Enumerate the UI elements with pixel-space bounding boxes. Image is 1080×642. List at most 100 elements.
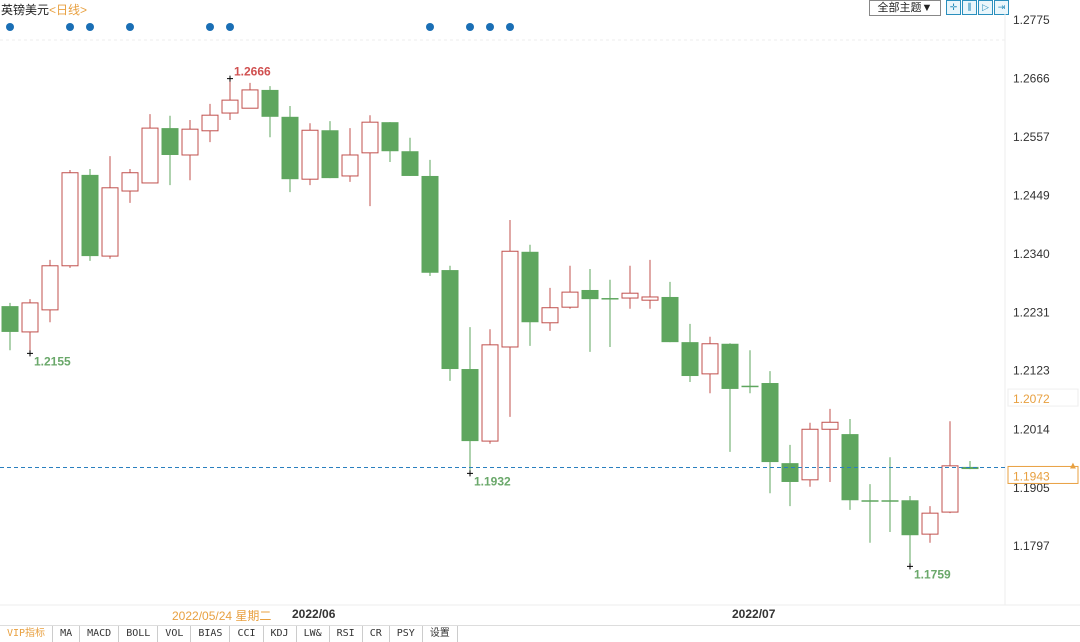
y-tick-label: 1.1797 — [1013, 539, 1050, 553]
event-dot — [506, 23, 514, 31]
candle-body-up — [61, 172, 79, 267]
y-tick-label: 1.2340 — [1013, 247, 1050, 261]
zoom-in-icon[interactable]: ⫼ — [962, 0, 977, 15]
indicator-tabs: VIP指标 MA MACD BOLL VOL BIAS CCI KDJ LW& RSI CR PSY 设… — [0, 625, 1080, 642]
high-marker — [227, 75, 233, 82]
period-selector[interactable]: <日线> — [49, 3, 88, 17]
candle-body-down — [781, 463, 799, 482]
y-tick-label: 1.2123 — [1013, 364, 1050, 378]
low-marker — [907, 563, 913, 570]
play-icon[interactable]: ▷ — [978, 0, 993, 15]
candle-body-down — [161, 128, 179, 155]
y-tick-label: 1.2014 — [1013, 422, 1050, 436]
crosshair-icon[interactable]: ✛ — [946, 0, 961, 15]
y-tick-label: 1.2557 — [1013, 130, 1050, 144]
candle-body-up — [541, 307, 559, 324]
candle-body-down — [261, 89, 279, 117]
indicator-tab[interactable]: LW& — [297, 626, 330, 642]
candle-body-up — [181, 128, 199, 156]
candle-body-down — [521, 251, 539, 323]
candle-body-down — [381, 122, 399, 152]
candle-body-down — [401, 151, 419, 176]
candle-body-down — [281, 116, 299, 180]
candle-body-down — [581, 289, 599, 300]
high-price-label: 1.2666 — [234, 65, 271, 79]
candle-body-down — [1, 306, 19, 332]
candle-body-up — [21, 302, 39, 333]
candle-body-up — [701, 343, 719, 375]
hover-date-label: 2022/05/24 星期二 — [172, 609, 272, 623]
event-dot — [126, 23, 134, 31]
candle-body-up — [821, 421, 839, 430]
candle-body-down — [321, 130, 339, 179]
symbol-name: 英镑美元 — [1, 3, 50, 17]
candle-body-up — [801, 428, 819, 481]
indicator-tab[interactable]: CCI — [230, 626, 264, 642]
candle-body-up — [361, 121, 379, 154]
indicator-tab[interactable]: MACD — [80, 626, 120, 642]
indicator-tab[interactable]: 设置 — [423, 626, 458, 642]
candle-body-down — [81, 174, 99, 257]
event-dot — [6, 23, 14, 31]
low-price-label: 1.2155 — [34, 354, 71, 368]
y-tick-label: 1.2231 — [1013, 306, 1050, 320]
y-tick-label: 1.2449 — [1013, 188, 1050, 202]
candle-body-up — [641, 296, 659, 301]
indicator-tab[interactable]: MA — [53, 626, 81, 642]
candle-body-down — [421, 175, 439, 273]
candle-body-up — [341, 154, 359, 177]
low-price-label: 1.1759 — [914, 567, 951, 581]
indicator-tab[interactable]: RSI — [330, 626, 363, 642]
event-dot — [206, 23, 214, 31]
candle-body-down — [861, 500, 879, 502]
event-dot — [226, 23, 234, 31]
indicator-tab[interactable]: BIAS — [191, 626, 231, 642]
indicator-tab[interactable]: VOL — [158, 626, 192, 642]
candle-body-up — [921, 512, 939, 535]
candle-body-down — [601, 298, 619, 300]
y-tick-label: 1.2666 — [1013, 72, 1050, 86]
candle-body-up — [561, 291, 579, 308]
candle-body-up — [301, 129, 319, 180]
candle-body-down — [901, 500, 919, 536]
x-label-2022-07: 2022/07 — [732, 607, 776, 621]
candle-body-down — [461, 369, 479, 442]
candle-body-up — [501, 250, 519, 348]
candle-body-up — [481, 344, 499, 442]
chart-title: 英镑美元<日线> — [1, 1, 87, 18]
y-tick-label: 1.1905 — [1013, 481, 1050, 495]
low-marker — [467, 470, 473, 477]
candle-body-up — [201, 114, 219, 132]
candle-body-down — [961, 466, 979, 470]
candle-body-up — [621, 292, 639, 299]
event-dot — [66, 23, 74, 31]
theme-dropdown[interactable]: 全部主题▼ — [869, 0, 941, 16]
current-price-marker-icon: ▲ — [1068, 460, 1078, 471]
candle-body-down — [741, 385, 759, 388]
event-dot — [86, 23, 94, 31]
event-dot — [486, 23, 494, 31]
candle-body-down — [761, 383, 779, 463]
low-marker — [27, 350, 33, 357]
candle-body-down — [881, 500, 899, 502]
hover-price-label: 1.2072 — [1013, 392, 1050, 406]
current-price-box — [1007, 465, 1079, 484]
go-latest-icon[interactable]: ⇥ — [994, 0, 1009, 15]
candle-body-down — [661, 296, 679, 343]
candle-body-up — [141, 127, 159, 184]
indicator-tab[interactable]: PSY — [390, 626, 423, 642]
indicator-tab[interactable]: BOLL — [119, 626, 159, 642]
candle-body-down — [441, 270, 459, 370]
indicator-tab[interactable]: VIP指标 — [0, 626, 54, 642]
event-dot — [426, 23, 434, 31]
hover-price-box — [1007, 388, 1079, 407]
indicator-tab[interactable]: KDJ — [264, 626, 297, 642]
indicator-tab[interactable]: CR — [363, 626, 390, 642]
candle-body-up — [101, 187, 119, 257]
current-price-label: 1.1943 — [1013, 469, 1050, 483]
candle-body-up — [41, 265, 59, 311]
event-dot — [466, 23, 474, 31]
candle-body-up — [241, 89, 259, 109]
y-tick-label: 1.2775 — [1013, 13, 1050, 27]
